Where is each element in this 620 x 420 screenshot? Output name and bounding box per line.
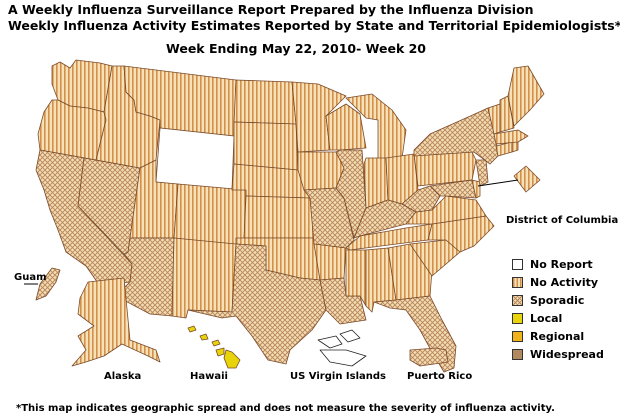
territory-us-virgin-islands [317, 329, 367, 367]
state-new-hampshire [499, 95, 515, 133]
territory-guam [35, 267, 61, 301]
legend-swatch-no-report [512, 258, 523, 270]
state-new-jersey [475, 159, 489, 187]
week-label: Week Ending May 22, 2010- Week 20 [166, 41, 427, 56]
legend: No Report No Activity Sporadic Local Regiona… [512, 255, 604, 363]
legend-swatch-sporadic [512, 294, 523, 306]
footnote: *This map indicates geographic spread an… [16, 403, 555, 414]
legend-label-local: Local [530, 311, 563, 325]
legend-label-no-report: No Report [530, 257, 593, 271]
legend-swatch-widespread [512, 348, 523, 360]
puerto-rico-label: Puerto Rico [407, 371, 472, 382]
dc-leader-line [477, 179, 519, 187]
legend-item-no-activity: No Activity [512, 273, 604, 291]
state-north-dakota [233, 79, 297, 125]
usvi-label: US Virgin Islands [290, 371, 386, 382]
state-texas [187, 243, 327, 365]
state-south-dakota [233, 121, 299, 171]
state-arkansas [313, 243, 347, 281]
state-colorado [173, 183, 247, 247]
legend-label-sporadic: Sporadic [530, 293, 585, 307]
legend-label-regional: Regional [530, 329, 585, 343]
legend-swatch-regional [512, 330, 523, 342]
state-louisiana [319, 277, 367, 325]
state-maryland [429, 179, 477, 199]
legend-label-no-activity: No Activity [530, 275, 599, 289]
legend-item-regional: Regional [512, 327, 604, 345]
dc-label: District of Columbia [506, 215, 618, 226]
report-title: A Weekly Influenza Surveillance Report P… [8, 2, 534, 17]
legend-item-no-report: No Report [512, 255, 604, 273]
report-subtitle: Weekly Influenza Activity Estimates Repo… [8, 18, 620, 33]
state-illinois [335, 149, 367, 239]
state-rhode-island [511, 141, 519, 153]
state-wyoming [155, 127, 235, 191]
territory-puerto-rico [409, 347, 449, 367]
legend-item-local: Local [512, 309, 604, 327]
legend-item-widespread: Widespread [512, 345, 604, 363]
state-kansas [243, 195, 315, 239]
legend-swatch-no-activity [512, 276, 523, 288]
district-of-columbia-inset [513, 165, 541, 193]
legend-swatch-local [512, 312, 523, 324]
legend-label-widespread: Widespread [530, 347, 604, 361]
state-delaware [471, 179, 481, 199]
guam-label: Guam [14, 272, 47, 283]
alaska-label: Alaska [104, 371, 141, 382]
state-indiana [363, 157, 389, 209]
state-new-mexico [171, 237, 237, 319]
state-mississippi [345, 249, 367, 307]
state-wisconsin [325, 103, 367, 151]
state-massachusetts [493, 129, 529, 145]
state-alaska [71, 277, 161, 367]
state-hawaii [187, 325, 241, 369]
hawaii-label: Hawaii [190, 371, 228, 382]
legend-item-sporadic: Sporadic [512, 291, 604, 309]
state-maine [507, 65, 545, 127]
